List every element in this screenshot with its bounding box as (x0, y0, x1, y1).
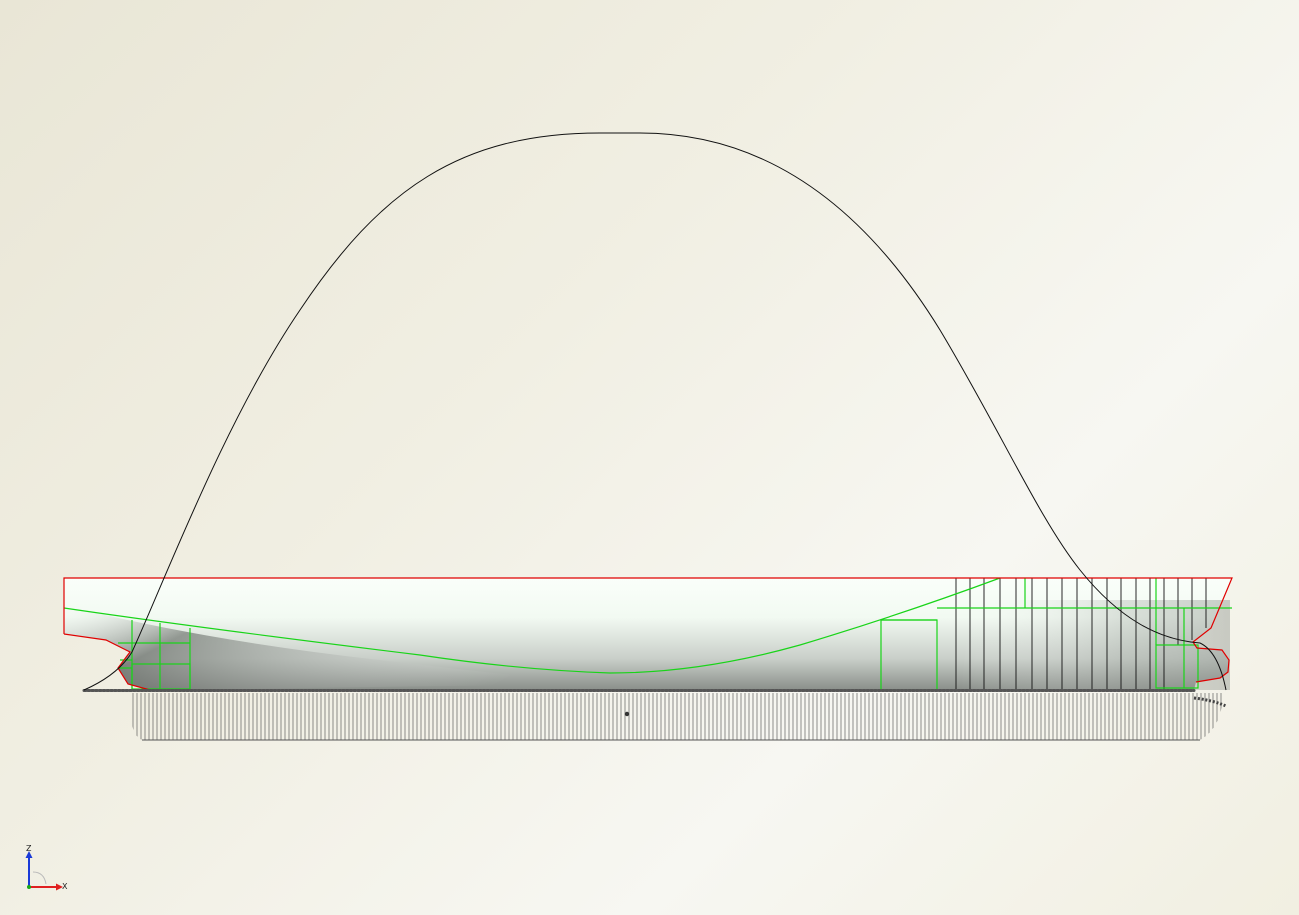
axis-triad: Z X (25, 844, 68, 891)
hull-model[interactable] (63, 577, 1233, 691)
x-axis-label: X (62, 882, 68, 891)
section-lines (63, 577, 1232, 691)
station-lines (955, 578, 1207, 690)
sectional-area-curve[interactable] (83, 132, 1227, 691)
keel-points (82, 689, 1227, 708)
stern-shadow (64, 605, 600, 690)
z-axis-label: Z (26, 844, 32, 853)
hull-outline (63, 577, 1233, 691)
station-hatch (132, 693, 1222, 741)
centre-marker (624, 711, 630, 717)
